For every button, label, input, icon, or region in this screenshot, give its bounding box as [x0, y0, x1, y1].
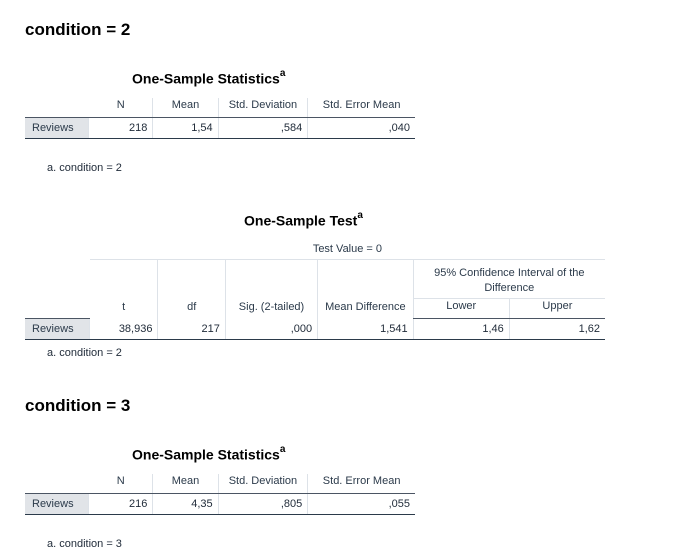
cell-n: 216 [88, 493, 153, 515]
cell-mean: 4,35 [152, 493, 219, 515]
col-std-error-mean: Std. Error Mean [307, 474, 415, 494]
test-title-text: One-Sample Test [244, 212, 358, 229]
cell-n: 218 [88, 117, 153, 139]
cell-lower: 1,46 [412, 318, 510, 340]
one-sample-test-table: Test Value = 0 t df Sig. (2-tailed) Mean… [25, 242, 605, 340]
cell-mean-difference: 1,541 [317, 318, 414, 340]
cell-std-deviation: ,584 [217, 117, 308, 139]
cell-sig: ,000 [224, 318, 318, 340]
row-label-reviews: Reviews [25, 318, 90, 340]
cell-df: 217 [157, 318, 226, 340]
stats-title-text: One-Sample Statistics [132, 446, 280, 463]
ci-header: 95% Confidence Interval of the Differenc… [412, 259, 605, 299]
col-mean: Mean [152, 474, 219, 494]
header-row-ci: t df Sig. (2-tailed) Mean Difference 95%… [25, 259, 605, 319]
one-sample-statistics-table: N Mean Std. Deviation Std. Error Mean Re… [25, 474, 415, 515]
test-table-title: One-Sample Testa [244, 210, 363, 229]
footnote-marker: a [357, 210, 363, 221]
cell-t: 38,936 [89, 318, 158, 340]
col-lower: Lower [412, 298, 510, 319]
col-n: N [88, 474, 153, 494]
one-sample-statistics-table: N Mean Std. Deviation Std. Error Mean Re… [25, 98, 415, 139]
stats-title-text: One-Sample Statistics [132, 70, 280, 87]
cell-std-error-mean: ,055 [307, 493, 415, 515]
condition-2-title: condition = 2 [25, 20, 131, 39]
stats-table-title: One-Sample Statisticsa [132, 444, 286, 463]
table-footnote: a. condition = 3 [47, 538, 122, 550]
header-row: N Mean Std. Deviation Std. Error Mean [25, 98, 415, 118]
col-df: df [157, 259, 226, 319]
condition-3-title: condition = 3 [25, 396, 131, 415]
header-row: N Mean Std. Deviation Std. Error Mean [25, 474, 415, 494]
col-sig: Sig. (2-tailed) [224, 259, 318, 319]
table-row: Reviews 216 4,35 ,805 ,055 [25, 493, 415, 515]
col-std-error-mean: Std. Error Mean [307, 98, 415, 118]
footnote-marker: a [279, 444, 286, 455]
col-t: t [122, 300, 126, 313]
cell-std-error-mean: ,040 [307, 117, 415, 139]
col-std-deviation: Std. Deviation [217, 474, 308, 494]
test-value-label: Test Value = 0 [89, 242, 605, 260]
cell-mean: 1,54 [152, 117, 219, 139]
stats-table-title: One-Sample Statisticsa [132, 68, 286, 87]
header-row: Lower Upper [25, 298, 605, 319]
col-upper: Upper [508, 298, 605, 319]
table-row: Reviews 38,936 217 ,000 1,541 1,46 1,62 [25, 318, 605, 340]
footnote-marker: a [279, 68, 286, 79]
row-label-reviews: Reviews [25, 117, 89, 139]
table-row: Reviews 218 1,54 ,584 ,040 [25, 117, 415, 139]
col-mean-difference: Mean Difference [317, 259, 414, 319]
col-mean: Mean [152, 98, 219, 118]
header-row-test-value: Test Value = 0 [25, 242, 605, 260]
table-footnote: a. condition = 2 [47, 347, 122, 359]
cell-upper: 1,62 [508, 318, 605, 340]
table-footnote: a. condition = 2 [47, 162, 122, 174]
col-n: N [88, 98, 153, 118]
cell-std-deviation: ,805 [217, 493, 308, 515]
row-label-reviews: Reviews [25, 493, 89, 515]
col-std-deviation: Std. Deviation [217, 98, 308, 118]
